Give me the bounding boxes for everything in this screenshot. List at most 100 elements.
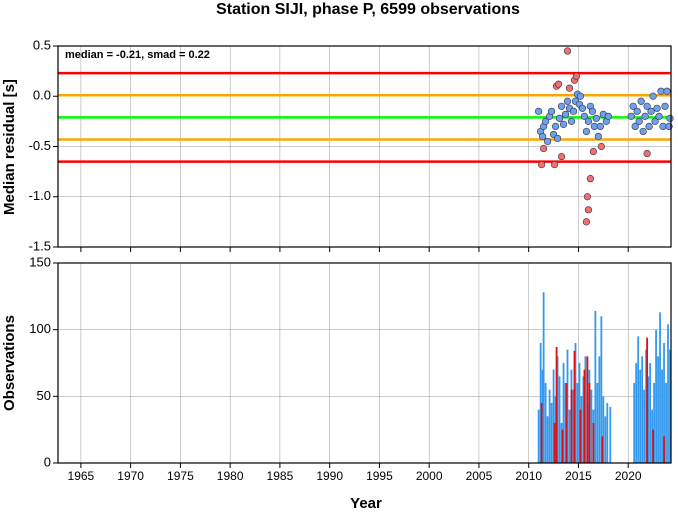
y-axis-label: Median residual [s] xyxy=(1,79,18,215)
plot-frame xyxy=(57,45,672,248)
point xyxy=(637,97,645,105)
point xyxy=(647,107,655,115)
bar xyxy=(641,356,644,463)
point xyxy=(659,122,667,130)
point xyxy=(661,102,669,110)
bar xyxy=(659,312,661,463)
point xyxy=(627,112,635,120)
point xyxy=(657,87,665,95)
x-tick-label: 2015 xyxy=(565,469,592,483)
point xyxy=(666,114,674,122)
point xyxy=(542,117,550,125)
bar xyxy=(555,347,558,463)
bar xyxy=(661,369,663,463)
bar xyxy=(568,409,571,463)
point xyxy=(582,218,591,226)
x-tick-label: 2010 xyxy=(515,469,542,483)
bar xyxy=(582,376,585,463)
bar xyxy=(537,409,540,463)
point xyxy=(584,206,593,214)
bar xyxy=(579,409,582,463)
x-tick-label: 1975 xyxy=(167,469,194,483)
point xyxy=(544,137,552,146)
y-tick-label: 150 xyxy=(29,254,51,269)
x-axis-label: Year xyxy=(350,495,382,511)
bar xyxy=(646,337,649,463)
bar xyxy=(565,383,568,463)
bar xyxy=(606,403,609,463)
point xyxy=(555,114,564,122)
bar xyxy=(609,407,612,463)
bar xyxy=(553,423,556,463)
bar xyxy=(548,389,551,463)
bar xyxy=(542,292,545,463)
bar xyxy=(561,429,564,463)
point xyxy=(589,147,597,156)
bar xyxy=(635,363,638,463)
y-tick-label: 0.5 xyxy=(33,37,51,52)
point xyxy=(655,112,663,120)
point xyxy=(639,127,647,136)
bar xyxy=(645,349,648,463)
point xyxy=(569,107,578,115)
point xyxy=(651,117,659,125)
point xyxy=(594,132,602,141)
bar xyxy=(601,436,604,463)
point xyxy=(580,112,589,120)
bar xyxy=(573,351,576,463)
bar xyxy=(583,369,586,463)
bar xyxy=(594,311,597,463)
bar xyxy=(540,403,543,463)
bar xyxy=(655,329,657,463)
bar xyxy=(576,383,579,463)
bar xyxy=(539,343,542,463)
point xyxy=(590,122,598,130)
bar xyxy=(657,356,659,463)
bar xyxy=(639,369,642,463)
point xyxy=(643,102,651,110)
bar xyxy=(580,396,583,463)
point xyxy=(557,152,566,161)
point xyxy=(645,122,653,130)
bar xyxy=(647,376,650,463)
bar xyxy=(554,396,557,463)
bar xyxy=(541,369,544,463)
point xyxy=(663,87,671,95)
bar xyxy=(570,389,573,463)
point xyxy=(584,117,593,125)
point xyxy=(583,193,592,201)
point xyxy=(635,117,643,125)
x-tick-label: 1965 xyxy=(68,469,95,483)
point xyxy=(643,149,651,158)
point xyxy=(561,110,570,118)
bar xyxy=(665,383,667,463)
bar xyxy=(667,324,669,463)
point xyxy=(578,104,587,112)
bar xyxy=(651,409,653,463)
bar xyxy=(544,383,547,463)
bar xyxy=(586,356,589,463)
point xyxy=(582,127,591,136)
point xyxy=(597,142,605,151)
x-tick-label: 1980 xyxy=(217,469,244,483)
bar xyxy=(564,383,567,463)
bar xyxy=(578,363,581,463)
point xyxy=(567,117,576,125)
bar xyxy=(584,356,587,463)
y-axis-label: Observations xyxy=(1,315,18,411)
point xyxy=(563,97,572,105)
bar xyxy=(556,356,559,463)
bar xyxy=(574,343,577,463)
bar xyxy=(552,369,555,463)
annotation: median = -0.21, smad = 0.22 xyxy=(65,49,210,61)
y-tick-label: -1.5 xyxy=(29,238,51,253)
y-tick-label: -1.0 xyxy=(29,188,51,203)
point xyxy=(631,122,639,130)
x-tick-label: 1970 xyxy=(117,469,144,483)
point xyxy=(535,107,543,115)
bar xyxy=(572,389,575,463)
point xyxy=(629,102,637,110)
bar xyxy=(669,349,671,463)
point xyxy=(586,175,594,183)
